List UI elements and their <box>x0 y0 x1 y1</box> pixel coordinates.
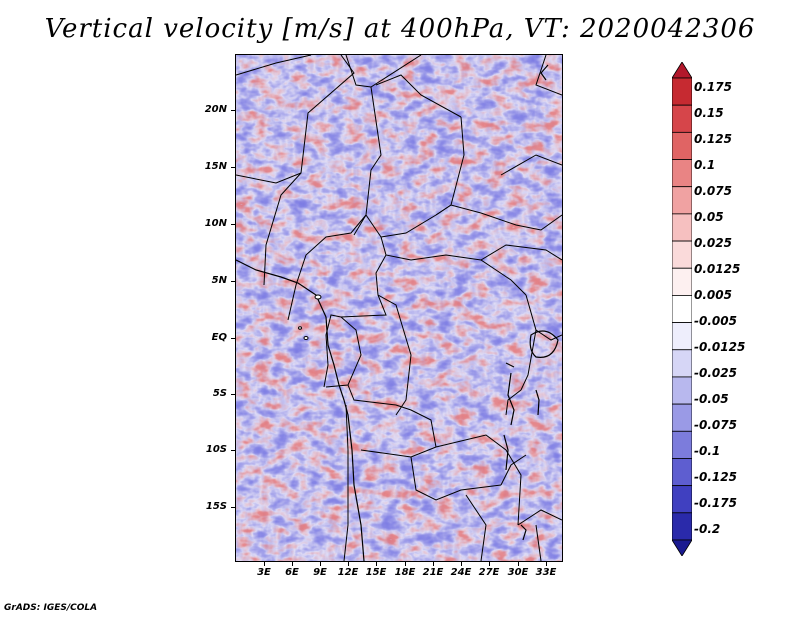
lon-label-9e: 9E <box>313 567 327 578</box>
lat-label-10n: 10N <box>204 218 227 229</box>
colorbar-label: -0.1 <box>694 444 721 458</box>
colorbar-segment <box>672 77 692 106</box>
colorbar-cap-max <box>672 62 692 79</box>
lat-label-5n: 5N <box>211 275 227 286</box>
map-plot-area <box>235 54 563 562</box>
colorbar-segment <box>672 295 692 323</box>
lon-label-3e: 3E <box>257 567 271 578</box>
colorbar-segment <box>672 322 692 351</box>
lon-label-33e: 33E <box>535 567 557 578</box>
colorbar-label: -0.075 <box>694 418 737 432</box>
lon-tick <box>489 562 490 566</box>
colorbar-segment <box>672 512 692 541</box>
lat-tick <box>231 167 235 168</box>
country-borders <box>236 55 562 561</box>
colorbar-segment <box>672 403 692 432</box>
colorbar-label: -0.2 <box>694 522 721 536</box>
colorbar-segment <box>672 104 692 133</box>
colorbar-segment <box>672 430 692 459</box>
colorbar-label: -0.175 <box>694 496 737 510</box>
lon-tick <box>376 562 377 566</box>
lon-tick <box>405 562 406 566</box>
lon-tick <box>348 562 349 566</box>
lat-tick <box>231 110 235 111</box>
colorbar-segment <box>672 213 692 242</box>
colorbar-segment <box>672 159 692 188</box>
lon-label-18e: 18E <box>394 567 416 578</box>
lat-tick <box>231 394 235 395</box>
grads-credit: GrADS: IGES/COLA <box>4 603 98 613</box>
lon-label-12e: 12E <box>337 567 359 578</box>
lon-tick <box>433 562 434 566</box>
colorbar-segment <box>672 349 692 378</box>
colorbar-segment <box>672 458 692 487</box>
figure-title: Vertical velocity [m/s] at 400hPa, VT: 2… <box>44 14 756 44</box>
colorbar-label: 0.025 <box>694 236 732 250</box>
lon-tick <box>518 562 519 566</box>
colorbar-segment <box>672 131 692 160</box>
colorbar-segment <box>672 485 692 514</box>
lon-label-15e: 15E <box>365 567 387 578</box>
lon-label-27e: 27E <box>478 567 500 578</box>
lat-label-eq: EQ <box>211 332 227 343</box>
lat-tick <box>231 450 235 451</box>
lat-label-20n: 20N <box>204 104 227 115</box>
lon-tick <box>461 562 462 566</box>
lakes <box>503 330 559 541</box>
colorbar-label: 0.1 <box>694 158 716 172</box>
colorbar-label: -0.0125 <box>694 340 746 354</box>
colorbar <box>672 62 692 556</box>
lat-label-5s: 5S <box>212 388 227 399</box>
colorbar-segment <box>672 376 692 405</box>
lon-tick <box>292 562 293 566</box>
colorbar-segment <box>672 240 692 269</box>
lon-label-24e: 24E <box>450 567 472 578</box>
colorbar-label: -0.025 <box>694 366 737 380</box>
colorbar-label: 0.125 <box>694 132 732 146</box>
lat-label-15n: 15N <box>204 161 227 172</box>
colorbar-label: 0.15 <box>694 106 724 120</box>
colorbar-cap-min <box>672 539 692 556</box>
lat-label-15s: 15S <box>205 501 227 512</box>
lon-tick <box>264 562 265 566</box>
colorbar-label: 0.05 <box>694 210 724 224</box>
vertical-velocity-field <box>236 55 562 561</box>
lon-label-6e: 6E <box>285 567 299 578</box>
lon-tick <box>546 562 547 566</box>
colorbar-label: 0.0125 <box>694 262 741 276</box>
field-texture-mixed <box>236 55 562 561</box>
colorbar-label: 0.075 <box>694 184 732 198</box>
lat-tick <box>231 281 235 282</box>
colorbar-label: -0.005 <box>694 314 737 328</box>
colorbar-label: 0.175 <box>694 80 732 94</box>
lat-label-10s: 10S <box>205 444 227 455</box>
islands <box>298 294 322 340</box>
lat-tick <box>231 224 235 225</box>
colorbar-label: 0.005 <box>694 288 732 302</box>
lon-label-30e: 30E <box>507 567 529 578</box>
lon-label-21e: 21E <box>422 567 444 578</box>
lat-tick <box>231 507 235 508</box>
colorbar-label: -0.05 <box>694 392 729 406</box>
colorbar-segment <box>672 186 692 215</box>
colorbar-label: -0.125 <box>694 470 737 484</box>
colorbar-segment <box>672 267 692 296</box>
lon-tick <box>320 562 321 566</box>
lat-tick <box>231 338 235 339</box>
